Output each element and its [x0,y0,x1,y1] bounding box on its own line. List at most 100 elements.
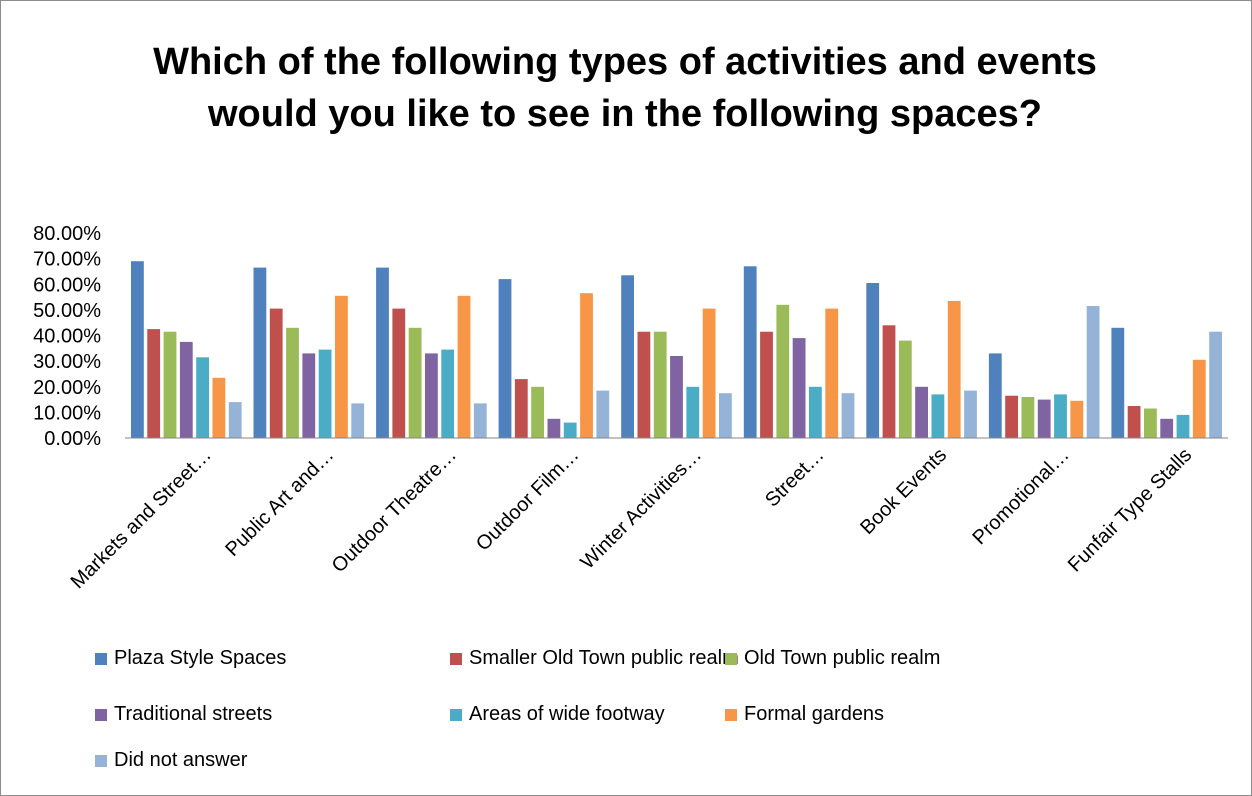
bar [841,393,855,438]
bar [621,275,634,438]
bar [196,357,209,438]
bar [931,394,945,438]
bar [228,402,242,438]
legend-item: Plaza Style Spaces [95,647,286,670]
legend-item: Smaller Old Town public realm [450,647,739,670]
bar [776,304,790,439]
bar [1209,331,1222,438]
legend-label: Formal gardens [744,703,885,725]
bar [392,308,406,438]
bar [286,327,299,438]
y-tick-label: 70.00% [33,249,101,271]
bar [563,422,577,438]
legend-swatch [725,708,737,721]
legend-item: Did not answer [95,749,247,772]
bar [335,295,348,438]
x-tick-label: Funfair Type Stalls [1064,444,1196,576]
bar [1037,399,1051,438]
bar [719,393,732,438]
bar [580,293,593,438]
y-tick-label: 10.00% [33,402,101,424]
bar [1176,414,1190,438]
bars [131,261,1222,439]
x-tick-label: Outdoor Theatre… [328,444,461,577]
chart-title: Which of the following types of activiti… [153,41,1097,135]
bar [866,283,880,438]
x-axis: Markets and Street… Public Art and…Outdoo… [67,437,1228,593]
bar [131,261,144,438]
bar [882,325,896,439]
bar [792,338,806,438]
bar [743,266,757,438]
bar [988,353,1002,438]
y-tick-label: 0.00% [44,428,101,450]
x-tick-label: Book Events [856,444,951,539]
x-tick-label: Public Art and… [221,444,338,561]
bar [1070,400,1084,438]
legend-label: Old Town public realm [744,647,941,669]
bar [898,340,912,438]
bar [376,267,389,438]
legend-label: Areas of wide footway [469,703,665,725]
bar [637,331,651,438]
y-axis: 0.00% 10.00% 20.00% 30.00% 40.00% 50.00% 60.00… [33,223,101,450]
bar [408,327,422,438]
bar [457,295,471,438]
legend-swatch [725,652,737,665]
y-tick-label: 40.00% [33,326,101,348]
bar [1111,327,1125,438]
x-tick-label: Winter Activities… [577,444,707,574]
bar [1054,394,1067,438]
legend-swatch [450,708,462,721]
x-tick-label: Promotional… [969,444,1074,549]
bar [547,418,561,438]
bar [351,403,365,438]
bar [302,353,316,438]
legend-swatch [450,652,462,665]
bar [1005,395,1018,438]
bar [825,308,839,438]
bar [179,341,193,438]
bar [269,308,283,438]
bar [473,403,487,438]
legend-item: Traditional streets [95,703,272,726]
legend-label: Did not answer [114,749,248,771]
bar [498,279,512,438]
bar [596,390,610,438]
x-tick-label: Markets and Street… [67,444,216,593]
bar [425,353,438,438]
bar [147,329,161,438]
bar [1192,359,1206,438]
bar [809,386,822,439]
bar [531,386,544,439]
legend-swatch [95,708,107,721]
y-tick-label: 30.00% [33,351,101,373]
legend-label: Traditional streets [114,703,273,725]
legend-swatch [95,754,107,767]
bar [441,349,455,438]
bar [1160,418,1174,438]
bar [253,267,267,438]
bar [702,308,716,438]
bar [163,331,177,438]
bar [1144,408,1157,438]
bar [653,331,667,438]
y-tick-label: 20.00% [33,377,101,399]
bar [964,390,977,438]
bar [514,379,528,438]
legend-item: Areas of wide footway [450,703,665,726]
bar [1127,406,1141,438]
bar [686,386,700,439]
legend-label: Smaller Old Town public realm [469,647,739,669]
x-tick-label: Street… [761,444,828,511]
legend-item: Old Town public realm [725,647,940,670]
bar [212,377,226,438]
legend-item: Formal gardens [725,703,884,726]
bar [670,356,683,438]
legend-label: Plaza Style Spaces [114,647,287,669]
bar [318,349,332,438]
y-tick-label: 80.00% [33,223,101,245]
bar [947,300,961,438]
x-tick-label: Outdoor Film… [472,444,583,555]
